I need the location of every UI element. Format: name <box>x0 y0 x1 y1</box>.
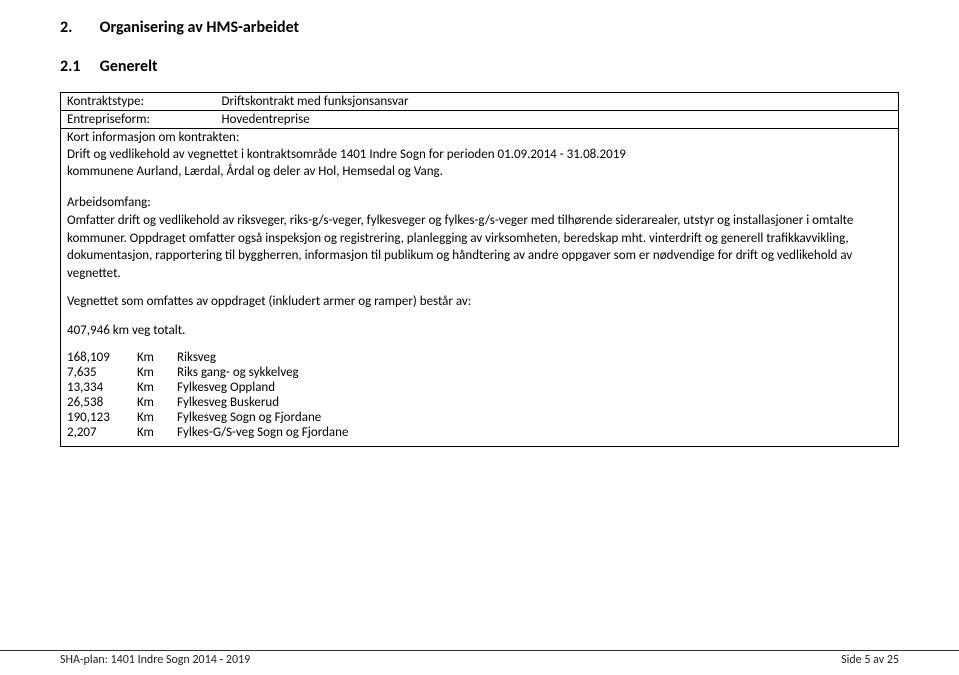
page-footer: SHA-plan: 1401 Indre Sogn 2014 - 2019 Si… <box>0 650 959 667</box>
road-name: Riks gang- og sykkelveg <box>177 365 360 380</box>
road-length: 168,109 <box>67 350 137 365</box>
road-name: Fylkesveg Oppland <box>177 380 360 395</box>
road-unit: Km <box>137 425 177 440</box>
section-number: 2. <box>60 18 96 37</box>
road-length: 190,123 <box>67 410 137 425</box>
contract-type-value: Driftskontrakt med funksjonsansvar <box>216 93 899 111</box>
contract-info-box: Kontraktstype: Driftskontrakt med funksj… <box>60 92 899 447</box>
footer-right: Side 5 av 25 <box>841 653 899 667</box>
subsection-number: 2.1 <box>60 57 96 76</box>
road-row: 2,207KmFylkes-G/S-veg Sogn og Fjordane <box>67 425 360 440</box>
subsection-heading: 2.1 Generelt <box>60 57 899 76</box>
total-length: 407,946 km veg totalt. <box>61 321 899 350</box>
road-unit: Km <box>137 350 177 365</box>
road-unit: Km <box>137 380 177 395</box>
section-title: Organisering av HMS-arbeidet <box>100 18 299 37</box>
road-length: 7,635 <box>67 365 137 380</box>
road-breakdown-table: 168,109KmRiksveg7,635KmRiks gang- og syk… <box>67 350 360 440</box>
contract-type-label: Kontraktstype: <box>61 93 216 111</box>
road-unit: Km <box>137 410 177 425</box>
road-name: Riksveg <box>177 350 360 365</box>
road-name: Fylkesveg Sogn og Fjordane <box>177 410 360 425</box>
contract-form-value: Hovedentreprise <box>216 111 899 129</box>
subsection-title: Generelt <box>100 57 158 76</box>
footer-left: SHA-plan: 1401 Indre Sogn 2014 - 2019 <box>60 653 250 667</box>
section-heading: 2. Organisering av HMS-arbeidet <box>60 18 899 37</box>
road-name: Fylkes-G/S-veg Sogn og Fjordane <box>177 425 360 440</box>
road-length: 2,207 <box>67 425 137 440</box>
contract-info-header: Kort informasjon om kontrakten: <box>61 129 899 147</box>
contract-info-line1: Drift og vedlikehold av vegnettet i kont… <box>61 146 899 163</box>
road-row: 13,334KmFylkesveg Oppland <box>67 380 360 395</box>
road-name: Fylkesveg Buskerud <box>177 395 360 410</box>
road-unit: Km <box>137 395 177 410</box>
road-length: 26,538 <box>67 395 137 410</box>
road-row: 7,635KmRiks gang- og sykkelveg <box>67 365 360 380</box>
road-unit: Km <box>137 365 177 380</box>
scope-paragraph-1: Omfatter drift og vedlikehold av riksveg… <box>61 211 899 292</box>
road-row: 26,538KmFylkesveg Buskerud <box>67 395 360 410</box>
road-row: 190,123KmFylkesveg Sogn og Fjordane <box>67 410 360 425</box>
contract-form-label: Entrepriseform: <box>61 111 216 129</box>
contract-info-line2: kommunene Aurland, Lærdal, Årdal og dele… <box>61 163 899 180</box>
road-row: 168,109KmRiksveg <box>67 350 360 365</box>
road-length: 13,334 <box>67 380 137 395</box>
scope-label: Arbeidsomfang: <box>61 194 899 211</box>
scope-paragraph-2: Vegnettet som omfattes av oppdraget (ink… <box>61 292 899 321</box>
